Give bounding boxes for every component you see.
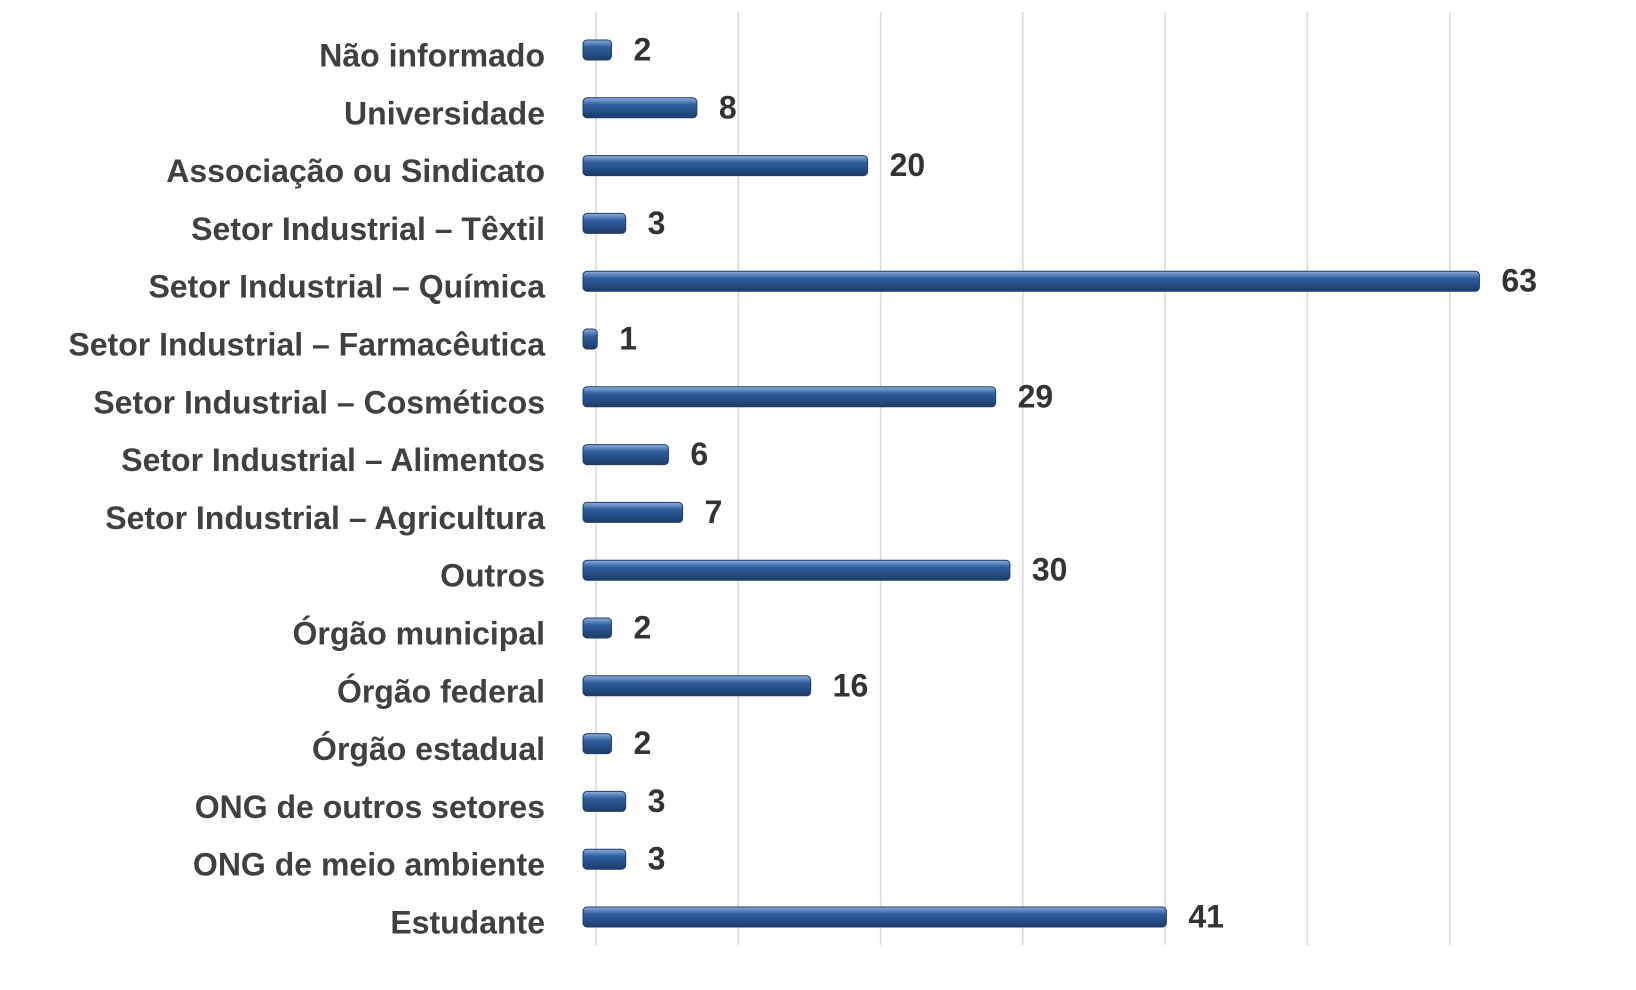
bar <box>582 155 869 177</box>
value-label: 8 <box>719 89 737 125</box>
value-label: 3 <box>648 783 666 819</box>
value-label: 2 <box>633 609 651 645</box>
bar <box>582 39 612 61</box>
bar <box>582 386 997 408</box>
y-tick-label: Estudante <box>390 904 545 940</box>
value-label: 7 <box>705 494 723 530</box>
value-label: 3 <box>648 205 666 241</box>
y-tick-label: Associação ou Sindicato <box>166 153 545 189</box>
value-label: 16 <box>833 667 869 703</box>
y-tick-label: Setor Industrial – Química <box>148 269 545 305</box>
value-label: 41 <box>1188 898 1224 934</box>
value-label: 6 <box>690 436 708 472</box>
bar <box>582 617 612 639</box>
y-tick-label: Setor Industrial – Farmacêutica <box>68 326 545 362</box>
bar <box>582 559 1011 581</box>
value-label: 1 <box>619 320 637 356</box>
value-label: 2 <box>633 31 651 67</box>
bar <box>582 97 698 119</box>
bar <box>582 848 627 870</box>
bar <box>582 328 598 350</box>
y-tick-label: Outros <box>440 558 545 594</box>
bar <box>582 790 627 812</box>
bar <box>582 733 612 755</box>
y-tick-label: Órgão federal <box>337 673 545 709</box>
value-label: 20 <box>890 147 926 183</box>
y-tick-label: Órgão estadual <box>312 731 545 767</box>
value-label: 29 <box>1018 378 1054 414</box>
bar <box>582 212 627 234</box>
value-label: 30 <box>1032 552 1068 588</box>
y-tick-label: ONG de meio ambiente <box>193 847 545 883</box>
bar <box>582 501 684 523</box>
y-tick-label: Órgão municipal <box>293 615 545 651</box>
y-tick-label: Setor Industrial – Têxtil <box>191 211 545 247</box>
bar <box>582 270 1480 292</box>
y-tick-label: Setor Industrial – Alimentos <box>121 442 545 478</box>
bar <box>582 675 812 697</box>
value-label: 63 <box>1501 263 1537 299</box>
y-tick-label: Setor Industrial – Agricultura <box>105 500 545 536</box>
value-label: 3 <box>648 841 666 877</box>
y-tick-label: Universidade <box>344 95 545 131</box>
bar <box>582 444 669 466</box>
value-label: 2 <box>633 725 651 761</box>
y-tick-label: Não informado <box>319 37 545 73</box>
y-tick-label: ONG de outros setores <box>195 789 545 825</box>
bar <box>582 906 1167 928</box>
y-tick-label: Setor Industrial – Cosméticos <box>93 384 545 420</box>
